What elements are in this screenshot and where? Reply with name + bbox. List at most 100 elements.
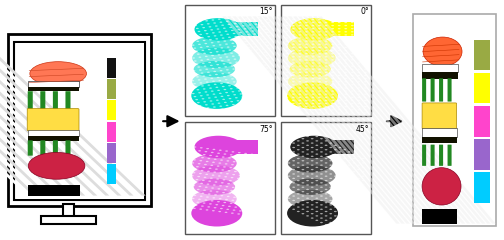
- Circle shape: [201, 157, 204, 158]
- Circle shape: [318, 87, 321, 89]
- Circle shape: [225, 43, 228, 45]
- Ellipse shape: [289, 61, 331, 77]
- Circle shape: [236, 39, 239, 40]
- Circle shape: [288, 189, 290, 190]
- Circle shape: [320, 147, 323, 148]
- Circle shape: [214, 207, 217, 208]
- Circle shape: [357, 16, 360, 17]
- Circle shape: [213, 106, 216, 108]
- Circle shape: [292, 81, 295, 82]
- Circle shape: [298, 47, 301, 48]
- Circle shape: [205, 43, 207, 44]
- Circle shape: [320, 173, 323, 175]
- Circle shape: [329, 226, 332, 228]
- Circle shape: [211, 42, 214, 43]
- Circle shape: [236, 74, 238, 76]
- Circle shape: [306, 162, 309, 164]
- Circle shape: [198, 199, 201, 200]
- Circle shape: [262, 48, 265, 50]
- Circle shape: [233, 33, 235, 34]
- Circle shape: [247, 34, 250, 36]
- Circle shape: [292, 12, 295, 14]
- Polygon shape: [0, 47, 73, 196]
- Circle shape: [225, 92, 228, 93]
- Circle shape: [301, 138, 304, 139]
- Circle shape: [224, 102, 227, 103]
- Circle shape: [247, 96, 250, 97]
- Circle shape: [195, 86, 198, 87]
- Circle shape: [320, 160, 323, 162]
- Circle shape: [311, 100, 314, 101]
- Polygon shape: [0, 47, 49, 196]
- Circle shape: [305, 84, 308, 85]
- Circle shape: [192, 32, 194, 33]
- Circle shape: [362, 211, 364, 212]
- Circle shape: [220, 83, 223, 84]
- Circle shape: [343, 153, 346, 155]
- Circle shape: [325, 220, 328, 221]
- Circle shape: [190, 113, 192, 114]
- Circle shape: [220, 70, 222, 71]
- Circle shape: [357, 31, 360, 32]
- Circle shape: [220, 22, 222, 23]
- Circle shape: [329, 173, 332, 175]
- Circle shape: [256, 180, 259, 181]
- Circle shape: [331, 75, 334, 76]
- Circle shape: [343, 189, 346, 190]
- FancyBboxPatch shape: [439, 145, 443, 166]
- Circle shape: [251, 212, 255, 213]
- Circle shape: [196, 15, 198, 16]
- Circle shape: [227, 95, 230, 96]
- Circle shape: [298, 97, 301, 98]
- Circle shape: [264, 113, 267, 114]
- Circle shape: [298, 100, 301, 101]
- Circle shape: [357, 22, 360, 23]
- Circle shape: [229, 180, 232, 181]
- Circle shape: [255, 72, 258, 73]
- Circle shape: [205, 151, 207, 152]
- Circle shape: [203, 75, 205, 77]
- Circle shape: [221, 169, 224, 171]
- Circle shape: [288, 153, 290, 155]
- Circle shape: [254, 59, 257, 60]
- Circle shape: [305, 22, 308, 23]
- Circle shape: [193, 83, 196, 84]
- Circle shape: [318, 41, 321, 42]
- Circle shape: [318, 90, 321, 92]
- Circle shape: [253, 20, 256, 22]
- Circle shape: [206, 196, 209, 198]
- Circle shape: [225, 199, 228, 200]
- Ellipse shape: [192, 72, 237, 90]
- Circle shape: [249, 86, 251, 87]
- Circle shape: [248, 205, 251, 206]
- Circle shape: [247, 208, 250, 210]
- Ellipse shape: [30, 62, 87, 85]
- Circle shape: [259, 91, 262, 92]
- Polygon shape: [288, 16, 465, 224]
- Circle shape: [292, 28, 295, 29]
- Polygon shape: [313, 16, 490, 224]
- Circle shape: [285, 59, 288, 60]
- Circle shape: [318, 97, 321, 98]
- Circle shape: [268, 35, 271, 36]
- Circle shape: [329, 204, 332, 205]
- Circle shape: [204, 177, 207, 178]
- Circle shape: [192, 57, 195, 59]
- Circle shape: [231, 200, 234, 201]
- Circle shape: [250, 215, 253, 216]
- Circle shape: [344, 81, 347, 82]
- Circle shape: [331, 53, 334, 54]
- Circle shape: [364, 81, 367, 82]
- Circle shape: [329, 191, 332, 192]
- Circle shape: [325, 175, 328, 177]
- Circle shape: [228, 49, 231, 51]
- Circle shape: [223, 28, 226, 29]
- Circle shape: [329, 164, 332, 166]
- Circle shape: [325, 50, 328, 51]
- Circle shape: [338, 53, 341, 54]
- Circle shape: [214, 194, 217, 196]
- Circle shape: [267, 70, 270, 72]
- Circle shape: [238, 67, 241, 69]
- Circle shape: [331, 37, 334, 39]
- Circle shape: [311, 134, 313, 135]
